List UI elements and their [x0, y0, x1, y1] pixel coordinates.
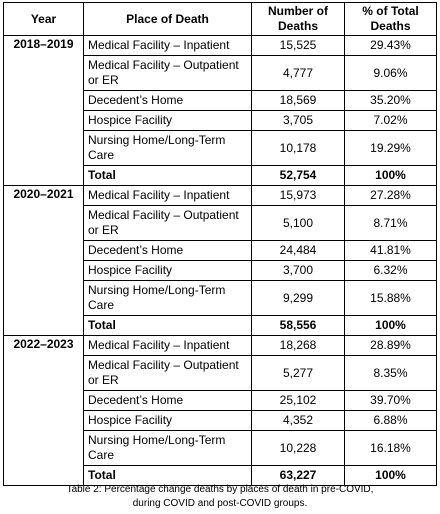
percent-cell: 7.02%	[344, 110, 437, 131]
number-cell: 15,973	[251, 185, 345, 206]
table-row: Nursing Home/Long-Term Care 10,178 19.29%	[4, 130, 437, 166]
place-cell: Medical Facility – Outpatient or ER	[83, 55, 252, 91]
percent-cell: 16.18%	[344, 430, 437, 466]
header-year: Year	[3, 2, 84, 36]
number-cell: 4,352	[251, 410, 345, 431]
percent-cell: 41.81%	[344, 240, 437, 261]
place-cell: Nursing Home/Long-Term Care	[83, 130, 252, 166]
place-cell: Medical Facility – Inpatient	[83, 185, 252, 206]
header-row: Year Place of Death Number of Deaths % o…	[3, 2, 437, 36]
total-percent: 100%	[344, 165, 437, 186]
percent-cell: 6.88%	[344, 410, 437, 431]
number-cell: 10,228	[251, 430, 345, 466]
table-row: 2022–2023 Medical Facility – Inpatient 18,…	[3, 335, 437, 486]
percent-cell: 29.43%	[344, 35, 437, 56]
total-number: 63,227	[251, 465, 345, 486]
table-caption: Table 2: Percentage change deaths by pla…	[0, 483, 440, 511]
deaths-table: Year Place of Death Number of Deaths % o…	[3, 2, 437, 486]
table-row: 2020–2021 Medical Facility – Inpatient 15,…	[3, 185, 437, 336]
header-number: Number of Deaths	[251, 2, 345, 36]
place-cell: Medical Facility – Inpatient	[83, 335, 252, 356]
number-cell: 25,102	[251, 390, 345, 411]
header-place: Place of Death	[83, 2, 252, 36]
number-cell: 18,569	[251, 90, 345, 111]
caption-line-1: Table 2: Percentage change deaths by pla…	[66, 484, 374, 495]
percent-cell: 27.28%	[344, 185, 437, 206]
number-cell: 5,277	[251, 355, 345, 391]
total-percent: 100%	[344, 315, 437, 336]
percent-cell: 9.06%	[344, 55, 437, 91]
place-cell: Decedent’s Home	[83, 90, 252, 111]
number-cell: 15,525	[251, 35, 345, 56]
total-number: 58,556	[251, 315, 345, 336]
year-cell: 2018–2019	[3, 35, 84, 186]
table-row: Decedent’s Home 25,102 39.70%	[4, 390, 437, 411]
number-cell: 18,268	[251, 335, 345, 356]
table-row: Medical Facility – Outpatient or ER 5,100…	[4, 205, 437, 241]
table-header: Year Place of Death Number of Deaths % o…	[3, 2, 437, 36]
table-row: Decedent’s Home 18,569 35.20%	[4, 90, 437, 111]
place-cell: Hospice Facility	[83, 260, 252, 281]
place-cell: Decedent’s Home	[83, 240, 252, 261]
total-row: Total 63,227 100%	[4, 465, 437, 486]
table-row: Hospice Facility 4,352 6.88%	[4, 410, 437, 431]
place-cell: Nursing Home/Long-Term Care	[83, 280, 252, 316]
place-cell: Hospice Facility	[83, 110, 252, 131]
number-cell: 5,100	[251, 205, 345, 241]
percent-cell: 35.20%	[344, 90, 437, 111]
table-row: Decedent’s Home 24,484 41.81%	[4, 240, 437, 261]
place-cell: Nursing Home/Long-Term Care	[83, 430, 252, 466]
percent-cell: 6.32%	[344, 260, 437, 281]
table-row: Medical Facility – Outpatient or ER 4,777…	[4, 55, 437, 91]
place-cell: Medical Facility – Outpatient or ER	[83, 205, 252, 241]
header-percent: % of Total Deaths	[344, 2, 437, 36]
number-cell: 9,299	[251, 280, 345, 316]
number-cell: 10,178	[251, 130, 345, 166]
total-percent: 100%	[344, 465, 437, 486]
year-cell: 2020–2021	[3, 185, 84, 336]
percent-cell: 8.71%	[344, 205, 437, 241]
header-percent-line1: % of Total	[362, 4, 419, 18]
number-cell: 3,705	[251, 110, 345, 131]
table-row: 2018–2019 Medical Facility – Inpatient 15,…	[3, 35, 437, 186]
header-number-line1: Number of	[268, 4, 328, 18]
table-body: 2018–2019 Medical Facility – Inpatient 15,…	[3, 35, 437, 486]
total-label: Total	[83, 465, 252, 486]
percent-cell: 28.89%	[344, 335, 437, 356]
place-cell: Hospice Facility	[83, 410, 252, 431]
total-number: 52,754	[251, 165, 345, 186]
table-row: Hospice Facility 3,705 7.02%	[4, 110, 437, 131]
percent-cell: 19.29%	[344, 130, 437, 166]
caption-line-2: during COVID and post-COVID groups.	[132, 498, 308, 509]
total-label: Total	[83, 165, 252, 186]
header-percent-line2: Deaths	[370, 19, 411, 33]
number-cell: 4,777	[251, 55, 345, 91]
number-cell: 24,484	[251, 240, 345, 261]
percent-cell: 8.35%	[344, 355, 437, 391]
year-cell: 2022–2023	[3, 335, 84, 486]
table-row: Hospice Facility 3,700 6.32%	[4, 260, 437, 281]
place-cell: Medical Facility – Inpatient	[83, 35, 252, 56]
total-label: Total	[83, 315, 252, 336]
percent-cell: 39.70%	[344, 390, 437, 411]
table-row: Nursing Home/Long-Term Care 10,228 16.18%	[4, 430, 437, 466]
place-cell: Medical Facility – Outpatient or ER	[83, 355, 252, 391]
place-cell: Decedent’s Home	[83, 390, 252, 411]
number-cell: 3,700	[251, 260, 345, 281]
percent-cell: 15.88%	[344, 280, 437, 316]
table-row: Medical Facility – Outpatient or ER 5,277…	[4, 355, 437, 391]
header-number-line2: Deaths	[277, 19, 318, 33]
